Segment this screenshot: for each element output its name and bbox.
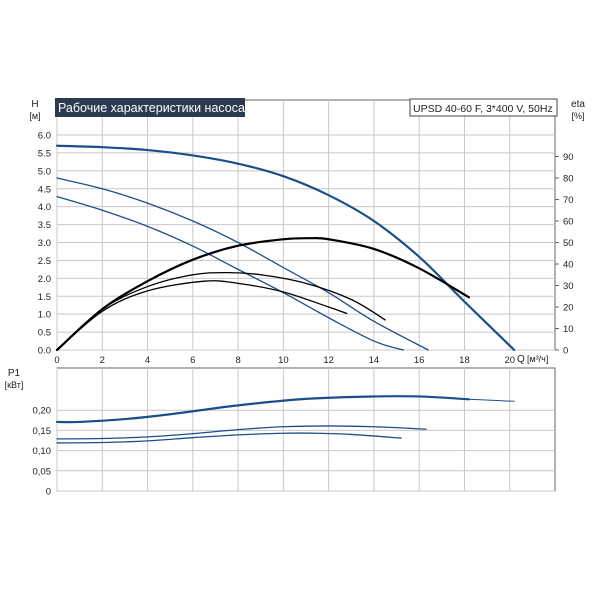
grid-layer [56,99,559,492]
x-tick-label: 18 [459,355,470,366]
y-tick-label: 0.5 [38,328,51,339]
x-tick-label: 16 [414,355,425,366]
series-layer [55,144,516,444]
power-tick-label: 0,10 [33,446,52,457]
y2-tick-label: 20 [563,303,574,314]
y-tick-label: 3.5 [38,220,51,231]
flow-axis-unit: [м³/ч] [527,354,548,364]
y-tick-label: 0.0 [38,346,51,357]
y2-tick-label: 60 [563,217,574,228]
power-curve-3 [56,432,402,444]
x-tick-label: 0 [54,355,59,366]
y-tick-label: 5.0 [38,166,51,177]
power-panel-frame [56,367,556,492]
efficiency-curve-4 [56,271,386,351]
title-background [55,98,245,117]
tick-layer: 0 2 4 6 8 10 12 14 16 18 20 0.0 0.5 1.0 1.5 2.0 2.5 3.0 3.… [33,131,574,498]
efficiency-curve-5 [56,280,348,351]
x-tick-label: 10 [278,355,289,366]
y-tick-label: 3.0 [38,238,51,249]
chart-title: Рабочие характеристики насоса [58,101,245,115]
power-tick-label: 0 [46,487,51,498]
y-tick-label: 2.0 [38,274,51,285]
head-curve-0 [55,144,516,352]
y2-tick-label: 70 [563,195,574,206]
eta-axis-label: eta [571,99,585,110]
y-tick-label: 1.5 [38,292,51,303]
power-curve-2 [56,425,427,440]
model-box [409,98,558,117]
efficiency-curve-3 [55,236,471,352]
power-tick-label: 0,15 [33,426,52,437]
power-axis-unit: [кВт] [5,380,24,390]
model-label: UPSD 40-60 F, 3*400 V, 50Hz [413,103,553,115]
x-tick-label: 12 [323,355,334,366]
y-tick-label: 2.5 [38,256,51,267]
x-tick-label: 8 [235,355,240,366]
y2-tick-label: 80 [563,174,574,185]
y2-tick-label: 50 [563,238,574,249]
power-tick-label: 0,05 [33,466,52,477]
y2-tick-label: 30 [563,281,574,292]
x-tick-label: 6 [190,355,195,366]
y-tick-label: 1.0 [38,310,51,321]
y-tick-label: 4.5 [38,184,51,195]
eta-axis-unit: [%] [571,111,584,121]
y-tick-label: 4.0 [38,202,51,213]
y2-tick-label: 40 [563,260,574,271]
x-tick-label: 20 [504,355,515,366]
y2-tick-label: 10 [563,324,574,335]
power-curve-0 [55,395,471,424]
flow-axis-label: Q [517,354,525,365]
x-tick-label: 4 [145,355,150,366]
power-curve-1 [468,398,515,402]
head-axis-label: H [31,99,38,110]
y2-tick-label: 90 [563,152,574,163]
head-curve-2 [56,195,404,351]
power-tick-label: 0,20 [33,406,52,417]
y-tick-label: 6.0 [38,131,51,142]
power-axis-label: P1 [8,368,21,379]
y-tick-label: 5.5 [38,148,51,159]
head-curve-1 [56,177,429,351]
head-axis-unit: [м] [29,111,40,121]
y2-tick-label: 0 [563,346,568,357]
x-tick-label: 2 [100,355,105,366]
x-tick-label: 14 [369,355,380,366]
